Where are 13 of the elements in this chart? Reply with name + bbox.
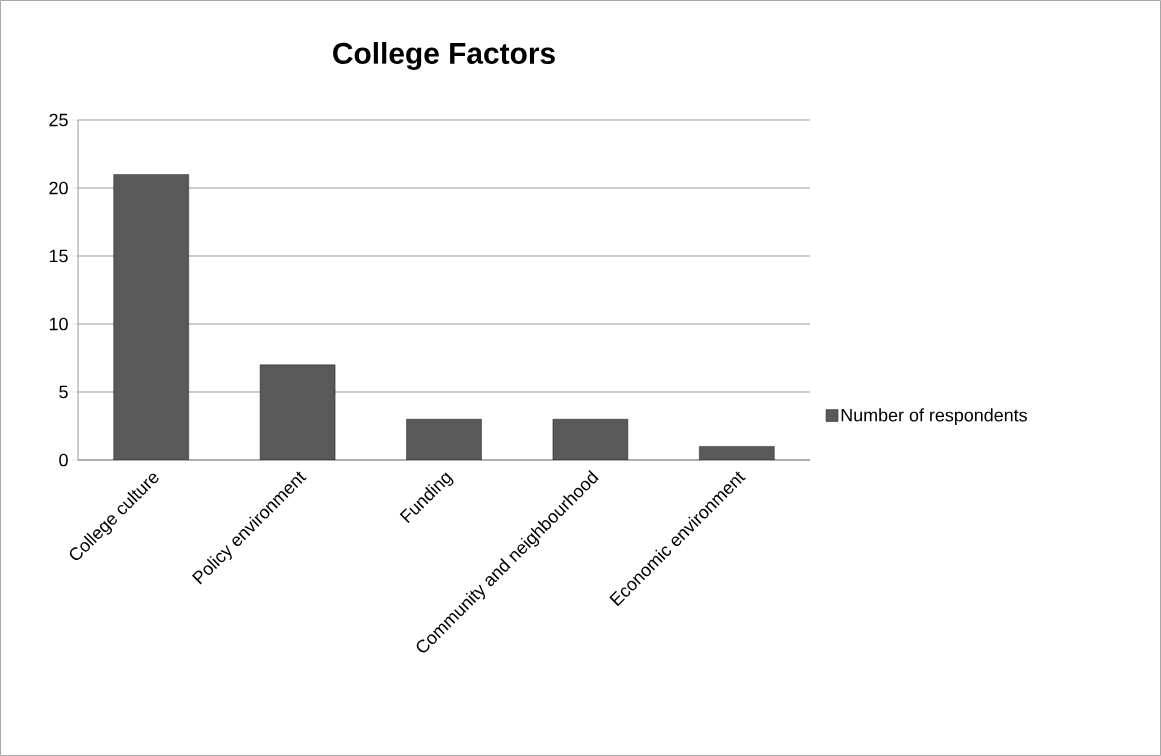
y-tick-label: 15 <box>49 249 68 263</box>
legend-label: Number of respondents <box>841 408 1027 426</box>
chart-title: College Factors <box>333 41 555 70</box>
bar <box>259 364 336 460</box>
y-tick-label: 5 <box>59 385 68 399</box>
y-tick-label: 0 <box>59 453 68 467</box>
y-tick-label: 10 <box>49 317 68 331</box>
y-tick-label: 25 <box>49 113 68 127</box>
bar <box>113 174 189 460</box>
bar <box>699 446 775 460</box>
bar <box>552 418 629 460</box>
bar <box>406 418 482 460</box>
y-tick-label: 20 <box>49 181 68 195</box>
